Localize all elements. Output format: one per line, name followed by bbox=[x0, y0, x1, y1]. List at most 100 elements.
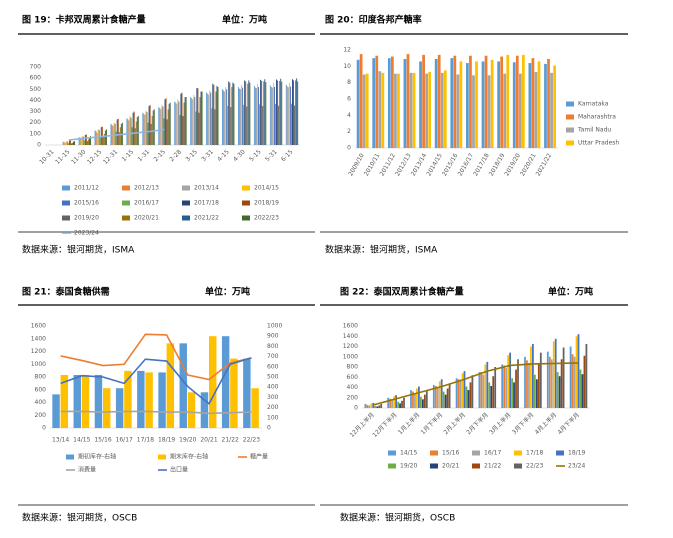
bar bbox=[481, 61, 485, 148]
legend-swatch bbox=[556, 450, 564, 456]
bar bbox=[95, 131, 97, 145]
bar bbox=[295, 80, 297, 145]
bar bbox=[412, 72, 416, 148]
y-tick-label: 100 bbox=[30, 130, 42, 137]
bar bbox=[531, 58, 535, 148]
bar bbox=[223, 90, 225, 145]
bar bbox=[153, 109, 155, 145]
bar bbox=[374, 405, 377, 408]
bar bbox=[103, 388, 111, 428]
x-tick-label: 2月上半月 bbox=[442, 411, 467, 436]
bar bbox=[370, 403, 373, 408]
bar bbox=[378, 405, 381, 408]
x-tick-label: 4月上半月 bbox=[533, 411, 558, 436]
bar bbox=[513, 382, 515, 408]
legend-swatch bbox=[242, 185, 250, 191]
bar bbox=[225, 87, 227, 145]
bar bbox=[419, 396, 422, 408]
bar bbox=[501, 364, 504, 408]
bar bbox=[419, 61, 422, 148]
bar bbox=[393, 396, 396, 408]
figure-title: 图 22：泰国双周累计食糖产量 bbox=[340, 286, 464, 298]
bar bbox=[244, 80, 246, 145]
x-tick-label: 21/22 bbox=[222, 437, 239, 444]
bar bbox=[456, 74, 460, 148]
line bbox=[373, 362, 579, 406]
unit-label: 单位：万吨 bbox=[205, 286, 250, 298]
x-tick-label: 11-30 bbox=[70, 148, 87, 165]
bar bbox=[486, 361, 489, 408]
bar bbox=[90, 136, 91, 145]
bar bbox=[79, 137, 81, 145]
y-tick-label: 800 bbox=[347, 364, 359, 371]
bar bbox=[169, 102, 171, 145]
bar bbox=[434, 58, 438, 148]
bar bbox=[285, 84, 287, 145]
bar bbox=[142, 112, 144, 145]
legend-swatch bbox=[566, 101, 574, 107]
bar bbox=[550, 72, 553, 148]
x-tick-label: 15/16 bbox=[94, 437, 111, 444]
y2-tick-label: 400 bbox=[267, 384, 279, 391]
bar bbox=[394, 73, 397, 148]
bar bbox=[581, 374, 584, 408]
legend-swatch bbox=[182, 215, 190, 221]
bar bbox=[558, 376, 561, 408]
bar bbox=[233, 83, 235, 145]
bar bbox=[211, 108, 213, 145]
bar bbox=[547, 58, 550, 148]
bar bbox=[215, 91, 217, 145]
legend-swatch bbox=[514, 463, 522, 469]
bar bbox=[286, 86, 288, 145]
bar bbox=[152, 110, 154, 145]
y-tick-label: 700 bbox=[30, 64, 42, 71]
bar bbox=[556, 372, 559, 408]
bar bbox=[389, 398, 392, 408]
bar bbox=[269, 85, 271, 145]
y-tick-label: 1400 bbox=[343, 333, 358, 340]
bar bbox=[546, 351, 549, 408]
bar bbox=[150, 123, 152, 145]
bar bbox=[274, 86, 275, 145]
bar bbox=[179, 114, 181, 145]
bar bbox=[62, 141, 64, 145]
bar bbox=[197, 88, 199, 145]
bar bbox=[457, 379, 460, 408]
bar bbox=[553, 65, 556, 148]
bar bbox=[161, 104, 163, 145]
bar bbox=[104, 130, 106, 145]
bar bbox=[418, 386, 420, 408]
bar bbox=[571, 354, 574, 408]
legend-label: 22/23 bbox=[526, 463, 543, 470]
bar bbox=[287, 87, 289, 145]
bar bbox=[201, 91, 203, 145]
figure-title: 图 21：泰国食糖供需 bbox=[22, 286, 110, 298]
bar bbox=[241, 84, 243, 145]
bar bbox=[127, 119, 129, 145]
bar bbox=[440, 72, 444, 148]
y-tick-label: 600 bbox=[35, 386, 47, 393]
bar bbox=[261, 80, 263, 145]
bar bbox=[579, 369, 582, 408]
bar bbox=[422, 54, 425, 148]
x-tick-label: 13/14 bbox=[52, 437, 69, 444]
legend-label: 18/19 bbox=[568, 450, 585, 457]
bar bbox=[134, 128, 136, 145]
bar bbox=[248, 80, 250, 145]
x-tick-label: 12-31 bbox=[102, 148, 119, 165]
bar bbox=[412, 391, 414, 408]
bar bbox=[562, 347, 565, 408]
bar bbox=[472, 75, 475, 148]
bar bbox=[118, 132, 120, 145]
bar bbox=[243, 358, 251, 428]
bar bbox=[232, 82, 234, 145]
legend-label: 2015/16 bbox=[74, 200, 99, 207]
bar bbox=[105, 129, 107, 145]
bar bbox=[465, 386, 468, 408]
bar bbox=[440, 379, 443, 408]
bar bbox=[537, 61, 541, 148]
bar bbox=[475, 61, 478, 148]
legend-label: 2020/21 bbox=[134, 215, 159, 222]
bar bbox=[366, 404, 369, 408]
legend-swatch bbox=[62, 215, 70, 221]
